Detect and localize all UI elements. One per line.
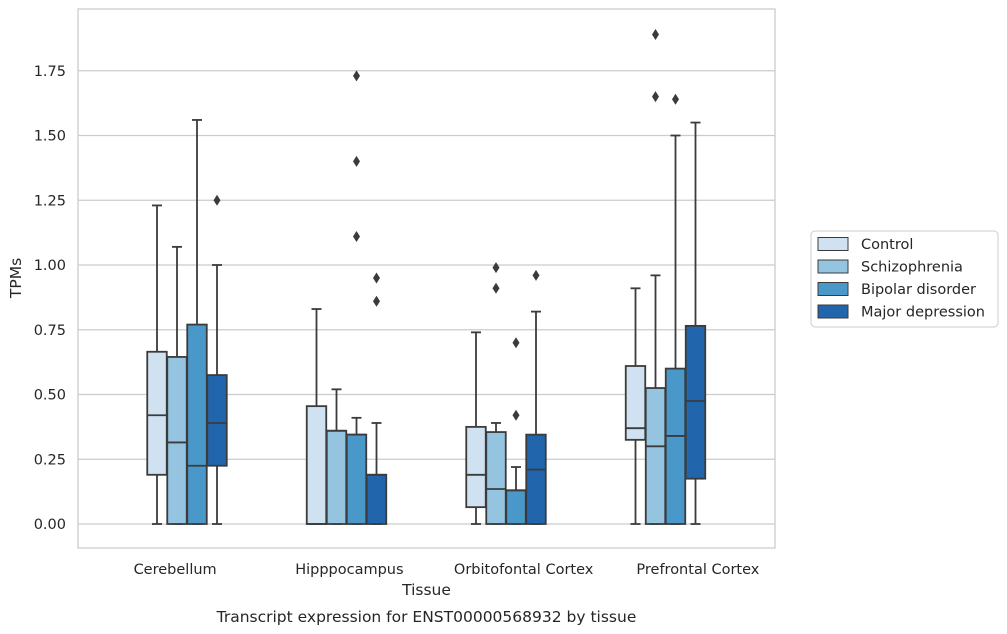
box-body xyxy=(664,367,687,525)
box-major-depression xyxy=(206,194,228,525)
outlier-point xyxy=(213,194,221,206)
box-bipolar-disorder xyxy=(664,93,687,525)
y-axis-ticks: 0.00 0.25 0.50 0.75 1.00 1.25 1.50 1.75 xyxy=(34,64,66,533)
y-tick-label: 0.50 xyxy=(34,388,66,404)
box-body xyxy=(166,356,188,525)
x-axis-ticks: Cerebellum Hipppocampus Orbitofontal Corte… xyxy=(134,562,760,578)
box-schizophrenia xyxy=(166,245,188,525)
outlier-point xyxy=(652,91,659,103)
x-tick-label: Orbitofontal Cortex xyxy=(454,562,594,578)
box-body xyxy=(305,405,328,525)
outlier-point xyxy=(353,70,360,82)
box-body xyxy=(465,425,487,509)
outlier-point xyxy=(373,295,380,307)
legend: Control Schizophrenia Bipolar disorder Majo… xyxy=(810,230,999,328)
outlier-point xyxy=(532,269,540,281)
box-body xyxy=(186,323,208,525)
box-body xyxy=(345,433,368,525)
y-tick-label: 0.00 xyxy=(34,517,66,533)
box-body xyxy=(505,489,527,525)
legend-swatch xyxy=(817,259,849,274)
box-control xyxy=(465,331,487,525)
legend-frame xyxy=(810,230,999,328)
legend-label: Bipolar disorder xyxy=(861,282,976,298)
x-axis-label: Tissue xyxy=(401,581,451,599)
outlier-point xyxy=(373,272,380,284)
outlier-point xyxy=(492,262,500,274)
legend-label: Control xyxy=(861,237,913,253)
legend-swatch xyxy=(817,304,849,319)
box-body xyxy=(146,350,168,476)
box-body xyxy=(365,473,388,525)
x-tick-label: Hipppocampus xyxy=(295,562,403,578)
y-tick-label: 0.25 xyxy=(34,452,66,468)
box-body xyxy=(684,324,707,480)
box-body xyxy=(325,429,348,525)
legend-swatch xyxy=(817,282,849,296)
outlier-point xyxy=(672,93,679,105)
y-axis-label: TPMs xyxy=(7,258,25,299)
legend-swatch xyxy=(817,237,849,251)
chart-caption: Transcript expression for ENST0000056893… xyxy=(216,608,637,626)
y-tick-label: 1.50 xyxy=(34,129,66,145)
box-schizophrenia xyxy=(485,262,507,525)
box-body xyxy=(644,387,667,525)
outlier-point xyxy=(652,28,659,40)
outlier-point xyxy=(512,337,520,349)
legend-label: Major depression xyxy=(861,305,985,321)
box-body xyxy=(485,431,507,525)
x-tick-label: Prefrontal Cortex xyxy=(636,562,759,578)
y-tick-label: 1.00 xyxy=(34,258,66,274)
box-body xyxy=(206,374,228,467)
outlier-point xyxy=(492,282,500,294)
plot-frame xyxy=(77,8,776,549)
outlier-point xyxy=(512,409,520,421)
y-tick-label: 1.25 xyxy=(34,193,66,209)
box-control xyxy=(146,204,168,525)
y-tick-label: 1.75 xyxy=(34,64,66,80)
outlier-point xyxy=(353,155,360,167)
box-major-depression xyxy=(365,272,388,525)
box-major-depression xyxy=(525,269,547,525)
box-bipolar-disorder xyxy=(505,337,527,525)
outlier-point xyxy=(353,231,360,243)
box-major-depression xyxy=(684,121,707,525)
box-series xyxy=(146,28,707,525)
box-body xyxy=(525,433,547,525)
x-tick-label: Cerebellum xyxy=(134,562,217,578)
legend-label: Schizophrenia xyxy=(861,260,963,276)
y-tick-label: 0.75 xyxy=(34,323,66,339)
